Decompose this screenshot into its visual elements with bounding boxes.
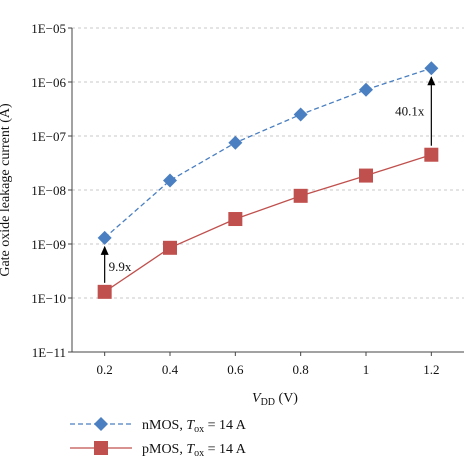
y-tick-label: 1E−10 bbox=[31, 291, 66, 306]
nmos-data-point bbox=[359, 82, 373, 97]
legend-pmos-marker bbox=[94, 441, 108, 455]
pmos-data-point bbox=[359, 168, 373, 183]
y-tick-label: 1E−05 bbox=[31, 21, 66, 36]
pmos-data-point bbox=[228, 212, 243, 227]
legend-entry-nmos: nMOS, Tox = 14 A bbox=[70, 417, 247, 435]
y-tick-label: 1E−11 bbox=[32, 345, 66, 360]
y-tick-label: 1E−07 bbox=[31, 129, 66, 144]
legend-pmos-label: pMOS, Tox = 14 A bbox=[142, 442, 247, 459]
ratio-arrow-head bbox=[100, 245, 109, 255]
x-axis-label: VDD (V) bbox=[252, 391, 298, 408]
x-tick-label: 0.2 bbox=[97, 362, 113, 377]
legend-nmos-marker bbox=[94, 417, 108, 431]
legend: nMOS, Tox = 14 A pMOS, Tox = 14 A bbox=[70, 417, 247, 459]
ratio-label: 40.1x bbox=[395, 103, 425, 118]
pmos-data-point bbox=[424, 147, 439, 162]
y-tick-labels: 1E−11 1E−10 1E−09 1E−08 1E−07 1E−06 1E−05 bbox=[31, 21, 72, 360]
pmos-data-point bbox=[293, 188, 308, 203]
x-tick-label: 0.6 bbox=[227, 362, 244, 377]
nmos-data-point bbox=[424, 61, 439, 76]
pmos-data-point bbox=[97, 284, 112, 299]
y-axis-label: Gate oxide leakage current (A) bbox=[0, 103, 13, 277]
ratio-arrow-head bbox=[427, 76, 436, 86]
y-tick-label: 1E−09 bbox=[31, 237, 66, 252]
x-tick-label: 1.2 bbox=[423, 362, 439, 377]
grid-lines bbox=[72, 27, 464, 299]
legend-nmos-label: nMOS, Tox = 14 A bbox=[142, 418, 247, 435]
series-line-1 bbox=[104, 154, 432, 293]
series-line-0 bbox=[104, 67, 432, 239]
nmos-data-point bbox=[163, 173, 177, 188]
y-tick-label: 1E−06 bbox=[31, 75, 66, 90]
nmos-data-point bbox=[97, 230, 112, 245]
annotations: 9.9x 40.1x bbox=[100, 76, 436, 283]
nmos-data-point bbox=[228, 135, 243, 150]
series-markers bbox=[97, 61, 439, 299]
series-lines bbox=[104, 67, 432, 293]
legend-entry-pmos: pMOS, Tox = 14 A bbox=[70, 441, 247, 459]
pmos-data-point bbox=[163, 240, 177, 255]
x-tick-label: 1 bbox=[363, 362, 370, 377]
x-tick-label: 0.4 bbox=[162, 362, 179, 377]
ratio-label: 9.9x bbox=[109, 259, 132, 274]
y-tick-label: 1E−08 bbox=[31, 183, 66, 198]
x-tick-label: 0.8 bbox=[293, 362, 309, 377]
nmos-data-point bbox=[293, 107, 308, 122]
x-tick-labels: 0.2 0.4 0.6 0.8 1 1.2 bbox=[97, 352, 439, 377]
